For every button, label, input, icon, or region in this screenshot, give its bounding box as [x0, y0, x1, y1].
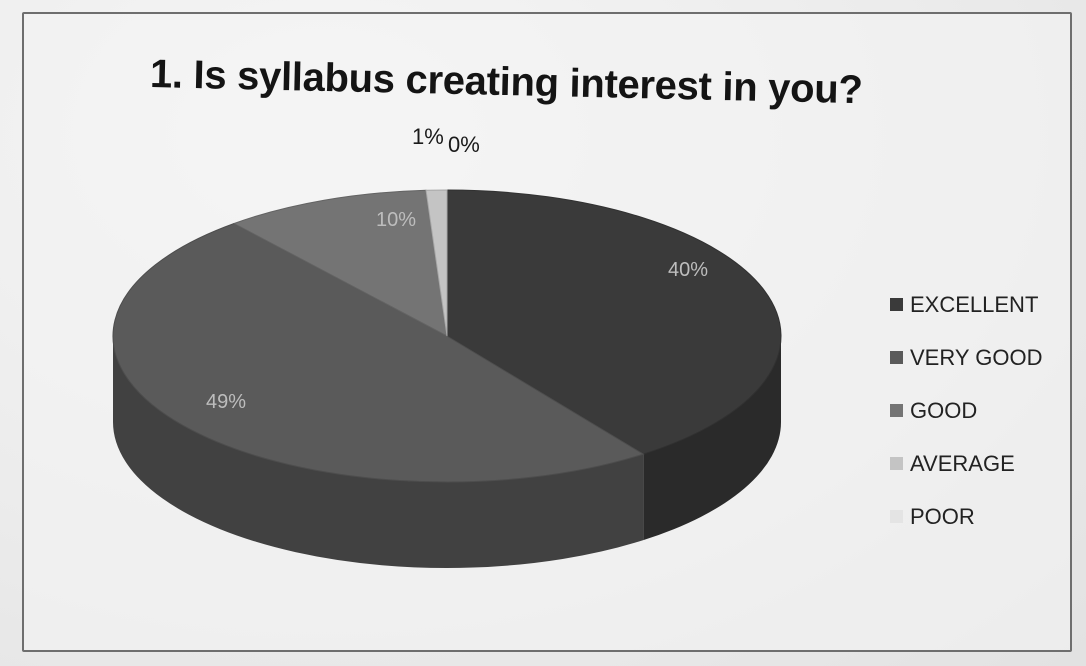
data-label-excellent: 40% [668, 259, 708, 281]
legend-item-poor: POOR [890, 490, 1042, 543]
pie-slice-very-good [112, 222, 645, 483]
data-label-very-good: 49% [206, 391, 246, 413]
legend-label: GOOD [910, 397, 978, 423]
pie-slice-average [425, 189, 448, 337]
legend-label: VERY GOOD [910, 344, 1043, 370]
data-label-poor: 0% [448, 132, 480, 157]
pie-top [112, 189, 782, 483]
legend-item-excellent: EXCELLENT [890, 278, 1042, 331]
data-label-average: 1% [412, 124, 444, 149]
legend-item-good: GOOD [890, 384, 1042, 437]
legend-swatch [890, 457, 903, 470]
data-label-good: 10% [376, 209, 416, 231]
legend-item-average: AVERAGE [890, 437, 1042, 490]
legend-swatch [890, 510, 903, 523]
pie-side-excellent [643, 336, 781, 541]
legend-label: POOR [910, 503, 975, 529]
pie-slice-excellent [446, 189, 782, 455]
legend-item-very-good: VERY GOOD [890, 331, 1042, 384]
pie-depth [113, 336, 781, 568]
pie-slice-good [232, 189, 448, 337]
legend-swatch [890, 351, 903, 364]
legend-swatch [890, 298, 903, 311]
pie-side-very-good [113, 336, 644, 568]
legend-label: EXCELLENT [910, 291, 1039, 317]
legend-label: AVERAGE [910, 450, 1015, 476]
legend: EXCELLENT VERY GOOD GOOD AVERAGE POOR [890, 278, 1042, 543]
pie-data-labels: 40% 49% 10% 1% 0% [206, 124, 708, 413]
legend-swatch [890, 404, 903, 417]
